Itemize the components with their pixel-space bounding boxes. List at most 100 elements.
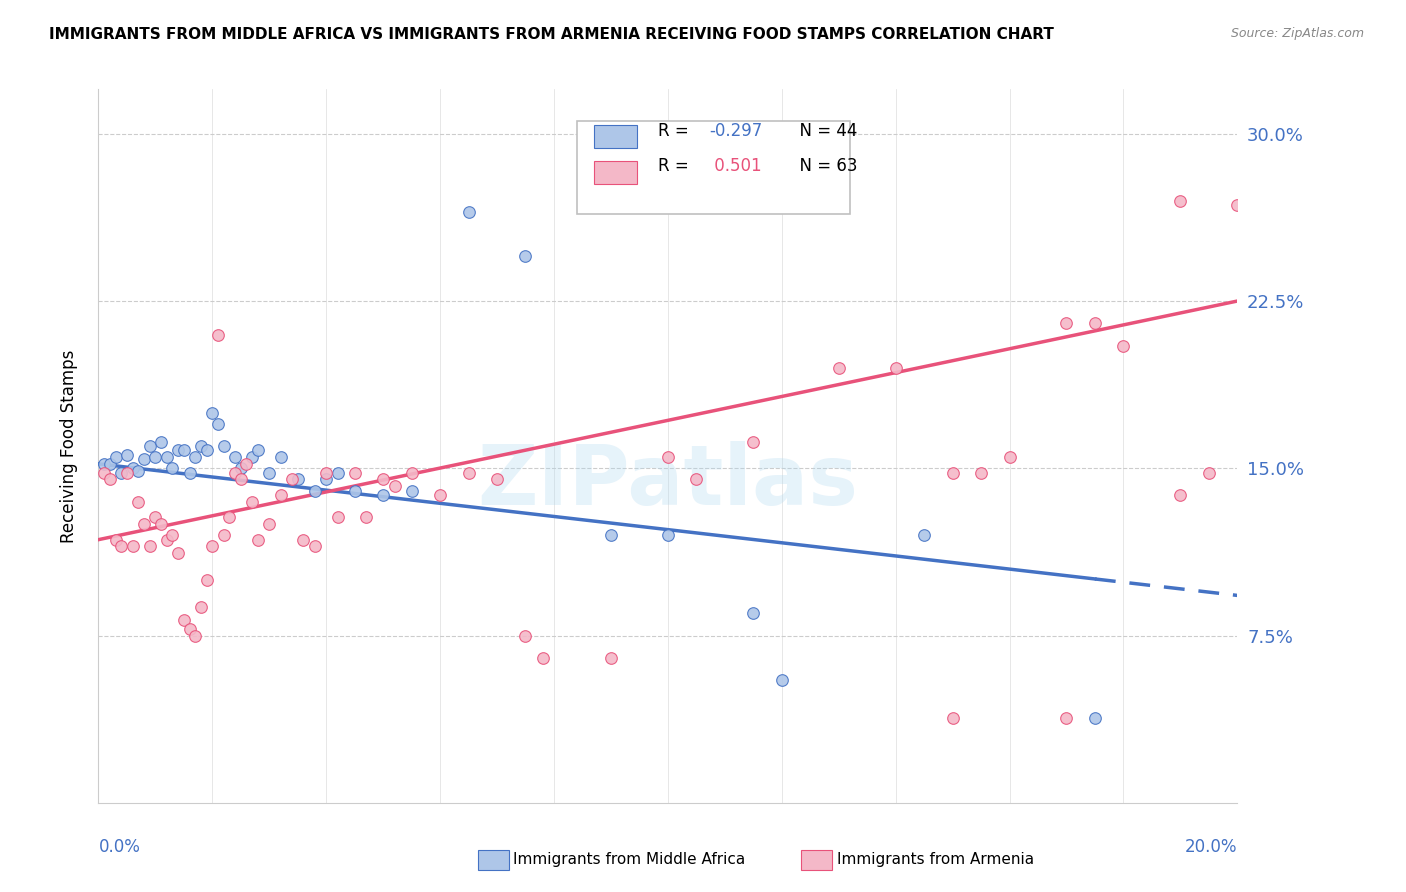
Point	[110, 539, 132, 553]
Point	[173, 443, 195, 458]
Point	[657, 528, 679, 542]
Point	[373, 488, 395, 502]
Text: R =: R =	[658, 157, 693, 175]
Point	[401, 483, 423, 498]
Point	[373, 473, 395, 487]
Point	[173, 613, 195, 627]
Point	[281, 473, 304, 487]
Text: IMMIGRANTS FROM MIDDLE AFRICA VS IMMIGRANTS FROM ARMENIA RECEIVING FOOD STAMPS C: IMMIGRANTS FROM MIDDLE AFRICA VS IMMIGRA…	[49, 27, 1054, 42]
Point	[287, 473, 309, 487]
Point	[1056, 316, 1078, 330]
Point	[600, 651, 623, 665]
Point	[184, 450, 207, 464]
Point	[515, 628, 537, 642]
Point	[167, 546, 190, 560]
FancyBboxPatch shape	[576, 121, 851, 214]
Point	[121, 461, 143, 475]
Point	[343, 483, 366, 498]
Point	[132, 516, 155, 531]
Text: ZIPatlas: ZIPatlas	[478, 442, 858, 522]
Point	[145, 450, 167, 464]
Point	[138, 539, 160, 553]
Point	[600, 528, 623, 542]
Point	[246, 443, 269, 458]
Point	[179, 466, 201, 480]
Point	[531, 651, 554, 665]
Point	[132, 452, 155, 467]
Point	[207, 417, 229, 431]
Point	[429, 488, 451, 502]
Point	[224, 450, 246, 464]
Point	[240, 450, 263, 464]
Text: N = 63: N = 63	[789, 157, 858, 175]
Point	[742, 434, 765, 449]
Point	[195, 573, 218, 587]
Point	[218, 510, 240, 524]
Point	[195, 443, 218, 458]
Point	[162, 461, 184, 475]
Point	[942, 711, 965, 725]
Point	[486, 473, 509, 487]
Point	[304, 483, 326, 498]
Point	[224, 466, 246, 480]
Point	[259, 516, 281, 531]
Point	[104, 450, 127, 464]
Point	[127, 494, 149, 508]
Point	[167, 443, 190, 458]
Point	[110, 466, 132, 480]
Point	[1084, 711, 1107, 725]
Point	[162, 528, 184, 542]
Point	[229, 461, 252, 475]
Point	[292, 533, 315, 547]
Point	[98, 473, 121, 487]
Point	[884, 360, 907, 375]
Point	[384, 479, 406, 493]
Point	[315, 466, 337, 480]
Point	[457, 466, 479, 480]
Point	[401, 466, 423, 480]
Point	[742, 607, 765, 621]
Point	[184, 628, 207, 642]
Point	[326, 466, 349, 480]
Point	[190, 439, 212, 453]
Point	[457, 204, 479, 219]
Point	[1170, 488, 1192, 502]
Point	[685, 473, 707, 487]
Point	[229, 473, 252, 487]
Text: R =: R =	[658, 121, 693, 139]
Point	[240, 494, 263, 508]
Point	[304, 539, 326, 553]
Point	[156, 533, 179, 547]
Text: N = 44: N = 44	[789, 121, 856, 139]
Y-axis label: Receiving Food Stamps: Receiving Food Stamps	[59, 350, 77, 542]
Point	[115, 466, 138, 480]
Text: 0.0%: 0.0%	[98, 838, 141, 856]
Point	[970, 466, 993, 480]
Point	[235, 457, 257, 471]
Point	[515, 249, 537, 264]
Point	[1170, 194, 1192, 208]
Point	[93, 466, 115, 480]
Point	[190, 599, 212, 614]
Point	[828, 360, 851, 375]
Point	[115, 448, 138, 462]
Point	[315, 473, 337, 487]
Point	[138, 439, 160, 453]
Point	[912, 528, 935, 542]
Point	[150, 516, 173, 531]
Point	[259, 466, 281, 480]
Point	[207, 327, 229, 342]
Point	[270, 450, 292, 464]
Text: -0.297: -0.297	[709, 121, 762, 139]
Point	[201, 539, 224, 553]
Point	[1084, 316, 1107, 330]
Point	[270, 488, 292, 502]
Point	[1112, 338, 1135, 352]
Point	[93, 457, 115, 471]
Text: 20.0%: 20.0%	[1185, 838, 1237, 856]
Text: Immigrants from Middle Africa: Immigrants from Middle Africa	[513, 853, 745, 867]
Point	[156, 450, 179, 464]
Point	[1198, 466, 1220, 480]
Bar	[593, 161, 637, 184]
Point	[657, 450, 679, 464]
